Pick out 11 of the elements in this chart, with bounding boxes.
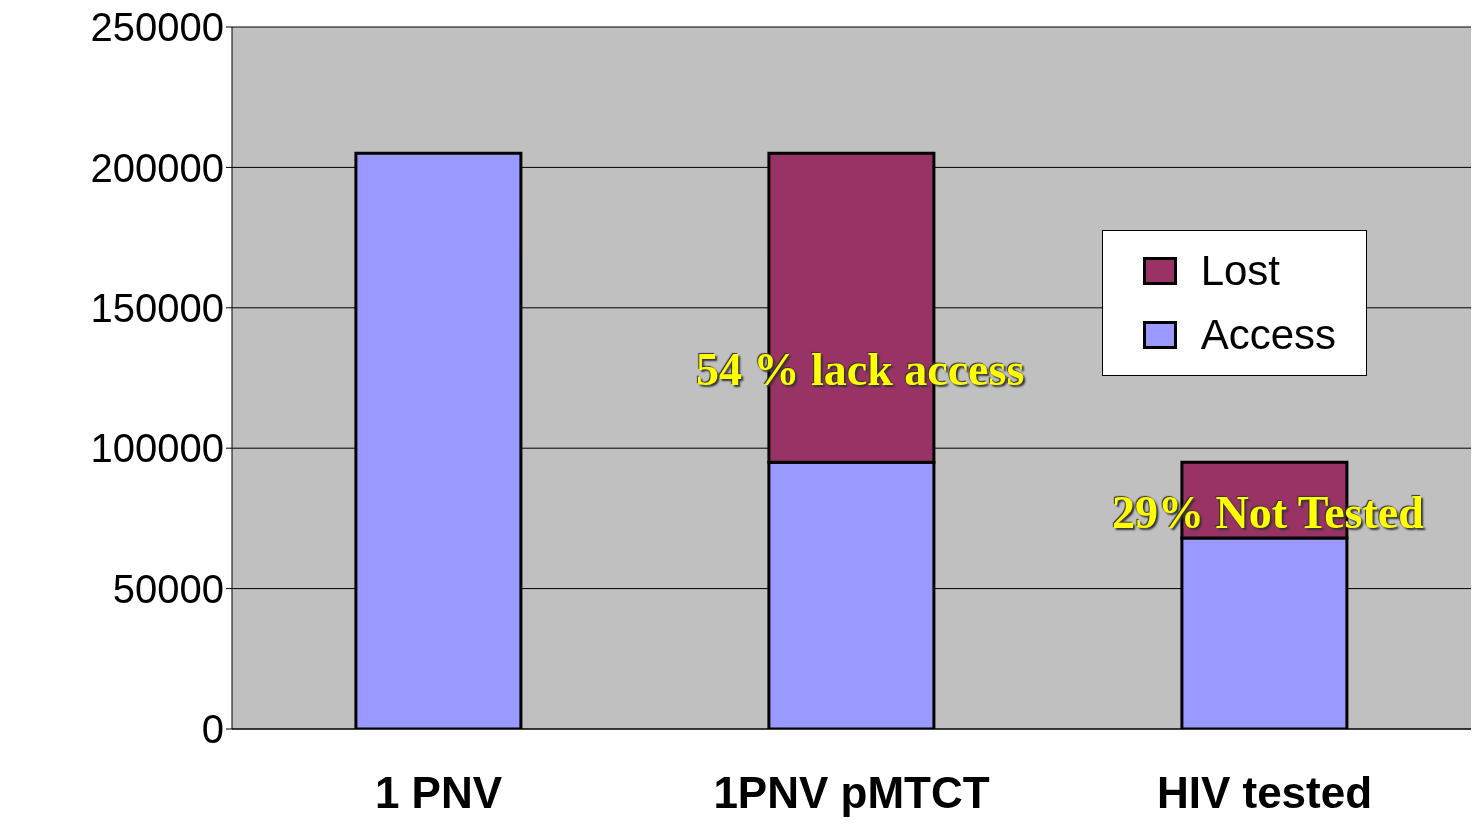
x-tick-label: HIV tested bbox=[1156, 768, 1373, 818]
y-tick-label: 150000 bbox=[90, 286, 224, 330]
y-tick-label: 250000 bbox=[90, 5, 224, 50]
x-tick-label: 1 PNV bbox=[374, 768, 503, 818]
legend-label: Access bbox=[1200, 311, 1336, 359]
y-tick-label: 50000 bbox=[112, 566, 224, 611]
y-tick-label: 0 bbox=[201, 707, 224, 752]
y-tick-label: 200000 bbox=[90, 145, 224, 190]
y-tick-label: 100000 bbox=[90, 426, 224, 471]
x-tick-label: 1PNV pMTCT bbox=[713, 768, 990, 818]
legend-label: Lost bbox=[1200, 247, 1281, 295]
